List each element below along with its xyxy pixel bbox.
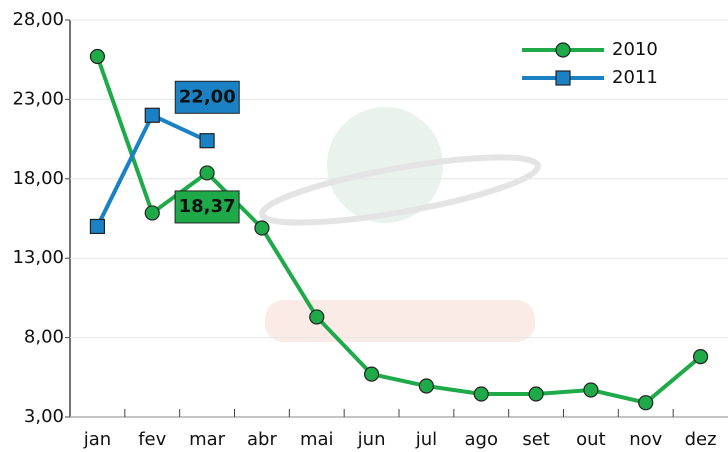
marker: [584, 383, 598, 397]
watermark-logo: [265, 300, 535, 342]
marker: [529, 387, 543, 401]
marker: [200, 134, 214, 148]
marker: [419, 379, 433, 393]
y-tick-label: 8,00: [24, 327, 64, 348]
y-tick-label: 3,00: [24, 406, 64, 427]
marker: [145, 206, 159, 220]
marker: [200, 166, 214, 180]
legend-marker: [556, 43, 570, 57]
x-tick-label: set: [522, 429, 550, 450]
marker: [639, 396, 653, 410]
x-tick-label: fev: [138, 429, 166, 450]
marker: [145, 108, 159, 122]
marker: [90, 219, 104, 233]
marker: [255, 221, 269, 235]
x-tick-label: ago: [465, 429, 498, 450]
marker: [90, 50, 104, 64]
marker: [474, 387, 488, 401]
chart: 3,00 8,00 13,00 18,00 23,00 28,00 jan fev marabr…: [0, 0, 728, 452]
marker: [365, 367, 379, 381]
marker: [694, 350, 708, 364]
y-tick-label: 13,00: [12, 247, 64, 268]
x-tick-label: dez: [685, 429, 717, 450]
data-label: 18,37: [179, 196, 236, 217]
x-tick-label: out: [576, 429, 605, 450]
y-tick-label: 28,00: [12, 9, 64, 30]
y-tick-label: 23,00: [12, 88, 64, 109]
legend-label: 2010: [612, 39, 658, 60]
x-tick-label: mai: [300, 429, 334, 450]
x-tick-label: nov: [629, 429, 662, 450]
marker: [310, 310, 324, 324]
x-tick-label: mar: [189, 429, 226, 450]
x-tick-label: jan: [83, 429, 111, 450]
y-tick-label: 18,00: [12, 168, 64, 189]
data-label: 22,00: [179, 86, 236, 107]
x-tick-label: jun: [357, 429, 386, 450]
x-tick-label: jul: [415, 429, 437, 450]
legend-marker: [556, 71, 570, 85]
x-tick-label: abr: [247, 429, 277, 450]
legend-label: 2011: [612, 67, 658, 88]
